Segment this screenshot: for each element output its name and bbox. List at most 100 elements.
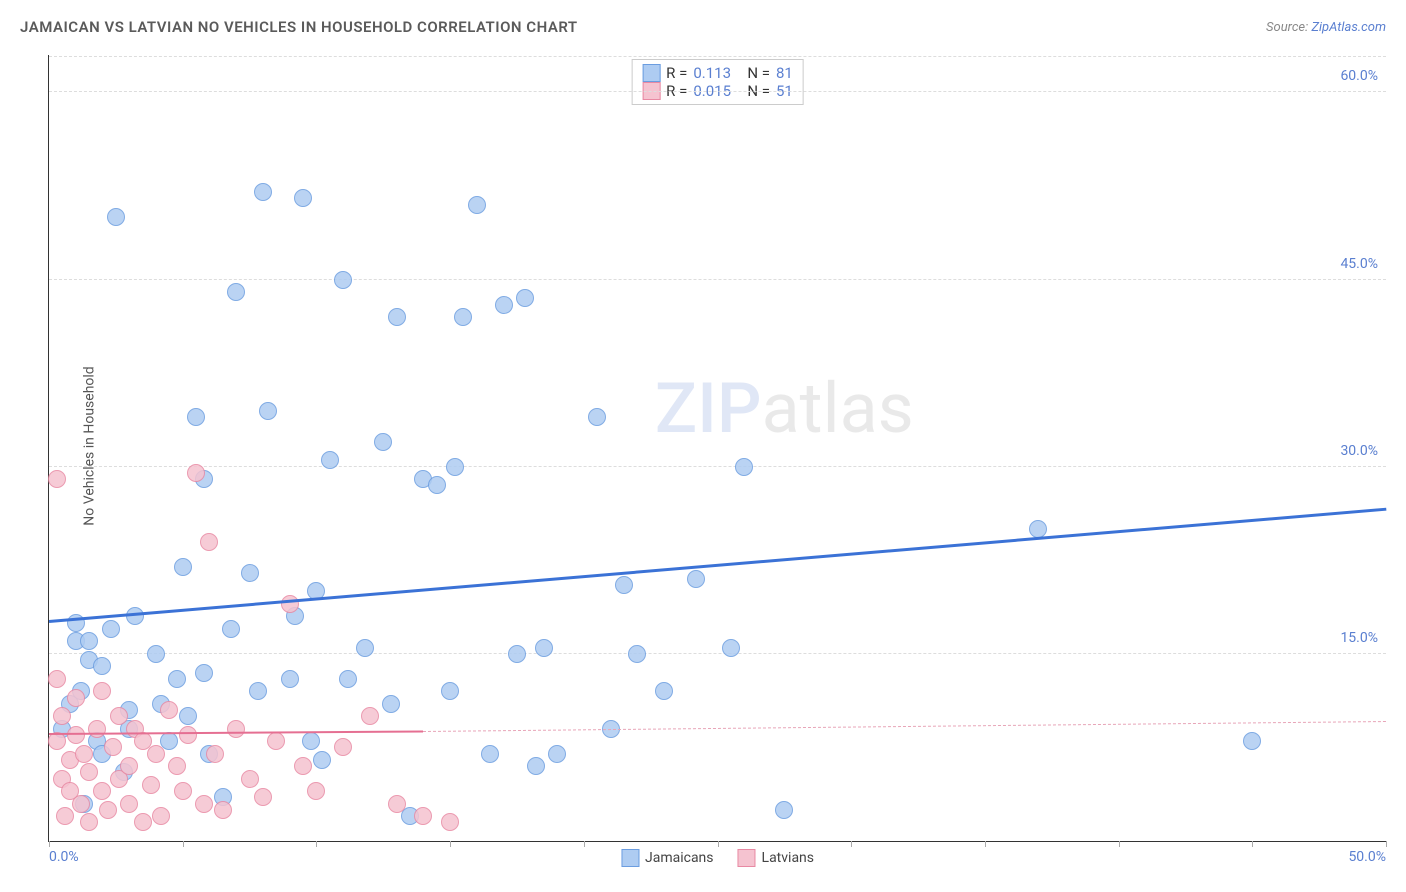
scatter-point	[1243, 732, 1261, 750]
scatter-point	[687, 570, 705, 588]
scatter-point	[775, 801, 793, 819]
scatter-point	[80, 813, 98, 831]
correlation-legend: R =0.113N =81R =0.015N =51	[631, 59, 804, 105]
scatter-point	[107, 208, 125, 226]
scatter-point	[267, 732, 285, 750]
legend-series-label: Jamaicans	[645, 850, 714, 866]
y-tick-label: 60.0%	[1340, 68, 1378, 84]
scatter-point	[93, 782, 111, 800]
x-tick-mark	[450, 841, 451, 847]
scatter-point	[516, 289, 534, 307]
scatter-point	[168, 670, 186, 688]
scatter-point	[441, 813, 459, 831]
scatter-point	[72, 795, 90, 813]
scatter-point	[588, 408, 606, 426]
scatter-point	[147, 645, 165, 663]
scatter-point	[110, 707, 128, 725]
legend-r-label: R =	[666, 64, 687, 82]
scatter-point	[56, 807, 74, 825]
scatter-point	[428, 476, 446, 494]
scatter-point	[142, 776, 160, 794]
scatter-point	[334, 738, 352, 756]
scatter-point	[93, 682, 111, 700]
scatter-point	[535, 639, 553, 657]
gridline-h	[49, 466, 1386, 467]
x-tick-mark	[851, 841, 852, 847]
scatter-point	[222, 620, 240, 638]
scatter-point	[254, 183, 272, 201]
watermark-bold: ZIP	[655, 368, 762, 450]
x-tick-max: 50.0%	[1348, 849, 1386, 865]
scatter-point	[160, 701, 178, 719]
source-link[interactable]: ZipAtlas.com	[1311, 20, 1386, 35]
scatter-point	[382, 695, 400, 713]
scatter-point	[722, 639, 740, 657]
watermark-light: atlas	[762, 368, 914, 450]
scatter-point	[241, 564, 259, 582]
legend-series-label: Latvians	[762, 850, 815, 866]
legend-swatch	[621, 849, 639, 867]
chart-title: JAMAICAN VS LATVIAN NO VEHICLES IN HOUSE…	[20, 18, 578, 36]
gridline-h	[49, 91, 1386, 92]
scatter-point	[214, 801, 232, 819]
scatter-point	[294, 757, 312, 775]
y-tick-label: 45.0%	[1340, 256, 1378, 272]
x-tick-mark	[985, 841, 986, 847]
x-tick-mark	[49, 841, 50, 847]
source-attribution: Source: ZipAtlas.com	[1266, 20, 1386, 35]
scatter-point	[99, 801, 117, 819]
watermark: ZIPatlas	[655, 368, 914, 450]
scatter-point	[88, 720, 106, 738]
source-prefix: Source:	[1266, 20, 1311, 35]
scatter-point	[388, 308, 406, 326]
scatter-point	[80, 632, 98, 650]
legend-swatch	[738, 849, 756, 867]
scatter-point	[206, 745, 224, 763]
scatter-point	[134, 813, 152, 831]
scatter-point	[548, 745, 566, 763]
header: JAMAICAN VS LATVIAN NO VEHICLES IN HOUSE…	[20, 18, 1386, 36]
legend-r-value: 0.113	[693, 64, 741, 82]
x-tick-mark	[584, 841, 585, 847]
scatter-point	[735, 458, 753, 476]
x-tick-mark	[316, 841, 317, 847]
scatter-point	[388, 795, 406, 813]
scatter-point	[307, 782, 325, 800]
scatter-point	[200, 533, 218, 551]
scatter-point	[120, 757, 138, 775]
scatter-point	[446, 458, 464, 476]
scatter-point	[334, 271, 352, 289]
legend-n-value: 81	[776, 64, 793, 82]
scatter-point	[241, 770, 259, 788]
scatter-point	[454, 308, 472, 326]
scatter-point	[249, 682, 267, 700]
x-tick-mark	[183, 841, 184, 847]
scatter-point	[227, 283, 245, 301]
series-legend: Jamaicans Latvians	[621, 849, 814, 867]
legend-row: R =0.113N =81	[642, 64, 793, 82]
scatter-point	[168, 757, 186, 775]
scatter-point	[281, 595, 299, 613]
scatter-point	[321, 451, 339, 469]
scatter-point	[147, 745, 165, 763]
gridline-h	[49, 653, 1386, 654]
scatter-point	[53, 707, 71, 725]
scatter-point	[254, 788, 272, 806]
scatter-point	[495, 296, 513, 314]
legend-swatch	[642, 64, 660, 82]
gridline-h	[49, 56, 1386, 57]
scatter-point	[227, 720, 245, 738]
scatter-point	[339, 670, 357, 688]
scatter-point	[80, 763, 98, 781]
scatter-point	[174, 782, 192, 800]
scatter-point	[48, 470, 66, 488]
scatter-point	[195, 795, 213, 813]
gridline-h	[49, 279, 1386, 280]
x-tick-mark	[1252, 841, 1253, 847]
scatter-point	[468, 196, 486, 214]
scatter-point	[48, 670, 66, 688]
scatter-point	[67, 689, 85, 707]
scatter-point	[174, 558, 192, 576]
scatter-point	[302, 732, 320, 750]
scatter-point	[441, 682, 459, 700]
